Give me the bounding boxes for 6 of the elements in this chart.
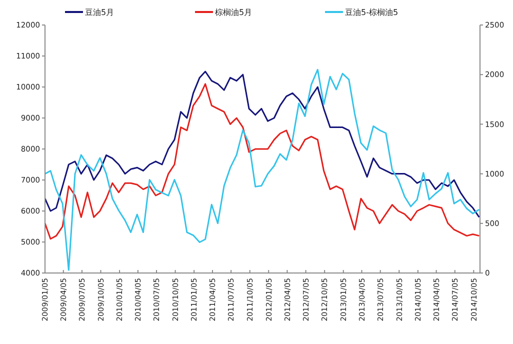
line-series	[44, 70, 480, 218]
legend-label: 棕榈油5月	[215, 8, 252, 17]
legend-label: 豆油5-棕榈油5	[345, 8, 398, 17]
line-series	[44, 68, 480, 271]
line-series	[44, 83, 480, 240]
legend-label: 豆油5月	[85, 8, 114, 17]
